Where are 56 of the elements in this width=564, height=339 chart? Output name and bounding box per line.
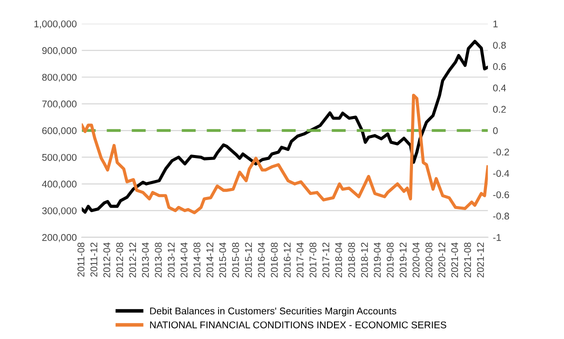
x-tick-label: 2018-04: [335, 242, 342, 278]
y2-tick-label: 0.2: [493, 106, 506, 113]
x-tick-label: 2015-12: [245, 242, 252, 278]
y2-tick-label: 1: [493, 20, 498, 28]
x-tick-label: 2021-12: [477, 242, 484, 278]
x-tick-label: 2020-04: [412, 242, 420, 278]
y-tick-label: 600,000: [42, 127, 77, 136]
x-tick-label: 2021-04: [451, 242, 458, 278]
y2-tick-label: 0.8: [493, 42, 506, 49]
legend-label: Debit Balances in Customers' Securities Margin Accounts: [150, 307, 396, 316]
x-tick-label: 2014-08: [194, 242, 200, 278]
y2-tick-label: 0: [493, 127, 498, 134]
x-tick-label: 2021-08: [464, 242, 471, 278]
line-series: [82, 94, 488, 214]
y-tick-label: 1,000,000: [34, 20, 77, 28]
x-tick-label: 2011-08: [78, 242, 84, 277]
x-tick-label: 2019-04: [374, 242, 381, 278]
x-tick-label: 2013-12: [168, 242, 175, 278]
y2-tick-label: -0.2: [493, 148, 509, 156]
y2-tick-label: -1: [493, 234, 501, 241]
x-tick-label: 2012-08: [116, 242, 124, 278]
y-tick-label: 800,000: [42, 74, 77, 82]
x-tick-label: 2015-08: [232, 242, 240, 278]
x-tick-label: 2011-12: [90, 242, 98, 277]
x-tick-label: 2017-08: [309, 242, 316, 278]
x-tick-label: 2016-04: [258, 242, 265, 278]
y-tick-label: 200,000: [42, 234, 77, 242]
x-tick-label: 2013-04: [142, 242, 149, 278]
y2-tick-label: -0.8: [493, 212, 510, 220]
x-tick-label: 2014-12: [206, 242, 214, 278]
y2-tick-label: 0.6: [493, 63, 506, 70]
x-tick-label: 2020-12: [438, 242, 446, 278]
y-tick-label: 500,000: [42, 154, 77, 162]
x-tick-label: 2016-08: [270, 242, 278, 278]
x-tick-label: 2014-04: [180, 242, 188, 278]
legend-label: NATIONAL FINANCIAL CONDITIONS INDEX - ECONOMIC SERIES: [150, 321, 446, 328]
x-tick-label: 2018-08: [348, 242, 356, 278]
y-tick-label: 400,000: [42, 180, 77, 189]
x-tick-label: 2020-08: [425, 242, 432, 278]
x-tick-label: 2012-04: [103, 242, 110, 278]
y-tick-label: 900,000: [42, 47, 77, 56]
x-tick-label: 2019-08: [386, 242, 394, 278]
x-tick-label: 2013-08: [154, 242, 162, 278]
x-tick-label: 2012-12: [129, 242, 136, 278]
y2-tick-label: 0.4: [493, 84, 506, 92]
x-tick-label: 2017-04: [296, 242, 304, 278]
x-tick-label: 2016-12: [284, 242, 291, 278]
y-tick-label: 700,000: [42, 100, 77, 109]
x-tick-label: 2017-12: [322, 242, 330, 278]
x-tick-label: 2015-04: [219, 242, 226, 278]
y2-tick-label: -0.6: [493, 191, 510, 198]
y-tick-label: 300,000: [42, 207, 77, 216]
y2-tick-label: -0.4: [493, 170, 510, 177]
line-series: [82, 40, 488, 214]
x-tick-label: 2019-12: [400, 242, 407, 278]
x-tick-label: 2018-12: [361, 242, 368, 278]
